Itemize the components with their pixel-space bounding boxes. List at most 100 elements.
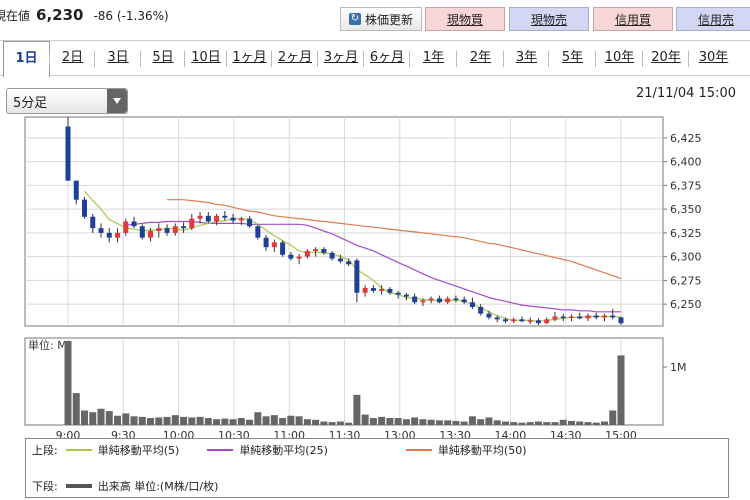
candle-body: [280, 242, 286, 255]
tab-period[interactable]: 5年: [561, 50, 584, 65]
candle-body: [181, 226, 187, 229]
tab-period[interactable]: 1日: [3, 41, 50, 77]
tab-period[interactable]: 3ヶ月: [323, 50, 359, 65]
candle-body: [304, 250, 310, 257]
candle-body: [354, 260, 360, 293]
tab-period[interactable]: 1年: [422, 50, 445, 65]
legend-sma5: 単純移動平均(5): [58, 442, 179, 458]
volume-bar: [361, 414, 369, 425]
candle-body: [321, 249, 327, 253]
candle-body: [222, 215, 228, 218]
legend-sma50: 単純移動平均(50): [398, 442, 527, 458]
tab-period[interactable]: 6ヶ月: [369, 50, 405, 65]
candle-body: [585, 315, 591, 319]
tab-period[interactable]: 2年: [469, 50, 492, 65]
candle-body: [172, 226, 178, 233]
tab-period[interactable]: 3年: [515, 50, 538, 65]
chart-timestamp: 21/11/04 15:00: [636, 86, 736, 101]
spot-buy-button[interactable]: 現物買: [425, 7, 505, 31]
y-tick-label: 6,275: [670, 274, 702, 287]
y-tick-label: 6,375: [670, 179, 702, 192]
candle-body: [395, 292, 401, 295]
volume-y-tick-label: 1M: [670, 361, 687, 374]
spot-sell-button[interactable]: 現物売: [509, 7, 589, 31]
candle-body: [403, 294, 409, 297]
candle-body: [568, 316, 574, 318]
volume-bar: [485, 417, 493, 425]
tab-divider: [548, 51, 549, 67]
candle-body: [288, 254, 294, 259]
candle-body: [535, 320, 541, 324]
volume-bar: [534, 421, 542, 425]
volume-bar: [559, 419, 567, 425]
tab-period[interactable]: 30年: [698, 50, 729, 65]
volume-bar: [567, 420, 575, 425]
margin-buy-button[interactable]: 信用買: [593, 7, 673, 31]
tab-period[interactable]: 10年: [604, 50, 635, 65]
volume-bar: [526, 422, 534, 425]
tab-divider: [94, 51, 95, 67]
candle-body: [618, 317, 624, 324]
candle-body: [115, 232, 121, 238]
legend-volume-swatch: [65, 484, 92, 488]
volume-bar: [419, 419, 427, 425]
refresh-price-button[interactable]: ↻ 株価更新: [340, 7, 422, 31]
price-change: -86 (-1.36%): [93, 9, 169, 23]
legend-upper-row: 上段: 単純移動平均(5) 単純移動平均(25) 単純移動平均(50): [32, 442, 547, 458]
candle-body: [511, 319, 517, 322]
candle-body: [420, 300, 426, 303]
volume-bar: [477, 419, 485, 425]
tab-divider: [595, 51, 596, 67]
legend-sma25-label: 単純移動平均(25): [239, 444, 328, 457]
candle-body: [230, 217, 236, 221]
tab-period[interactable]: 5日: [152, 50, 174, 65]
volume-bar: [328, 422, 336, 425]
tab-period[interactable]: 2日: [61, 50, 84, 65]
volume-bar: [229, 419, 237, 425]
candle-body: [478, 307, 484, 314]
tab-divider: [271, 51, 272, 67]
volume-bar: [89, 412, 97, 425]
margin-sell-button[interactable]: 信用売: [676, 7, 750, 31]
tab-period[interactable]: 3日: [107, 50, 129, 65]
candle-body: [214, 215, 220, 222]
candle-body: [131, 221, 137, 227]
volume-bar: [97, 408, 105, 425]
candle-body: [436, 298, 442, 303]
tab-divider: [642, 51, 643, 67]
candle-body: [255, 226, 261, 238]
volume-bar: [270, 415, 278, 425]
volume-bar: [138, 416, 146, 425]
volume-bar: [460, 421, 468, 425]
tab-period[interactable]: 20年: [651, 50, 681, 65]
volume-bar: [105, 411, 113, 425]
tab-divider: [140, 51, 141, 67]
tab-period[interactable]: 10日: [191, 50, 221, 65]
candle-body: [453, 298, 459, 300]
tab-period[interactable]: 1ヶ月: [232, 50, 267, 65]
tab-divider: [503, 51, 504, 67]
candle-body: [148, 231, 154, 238]
candle-body: [610, 315, 616, 318]
candle-body: [445, 298, 451, 303]
volume-bar: [213, 419, 221, 425]
volume-bar: [246, 419, 254, 425]
candle-body: [469, 302, 475, 307]
tab-period[interactable]: 2ヶ月: [277, 50, 313, 65]
volume-bar: [279, 418, 287, 425]
legend-sma50-label: 単純移動平均(50): [437, 444, 527, 457]
interval-select[interactable]: 5分足: [6, 88, 128, 114]
volume-bar: [171, 415, 179, 425]
volume-bar: [592, 422, 600, 425]
y-tick-label: 6,350: [670, 203, 702, 216]
volume-bar: [147, 418, 155, 425]
y-tick-label: 6,250: [670, 298, 702, 311]
candle-body: [502, 319, 508, 322]
volume-bar: [336, 421, 344, 425]
candle-body: [82, 199, 88, 217]
volume-bar: [444, 420, 452, 425]
volume-bar: [369, 418, 377, 425]
chart-legend: 上段: 単純移動平均(5) 単純移動平均(25) 単純移動平均(50) 下段: …: [25, 438, 729, 498]
legend-lower-row: 下段: 出来高 単位:(M株/口/枚): [32, 478, 218, 494]
